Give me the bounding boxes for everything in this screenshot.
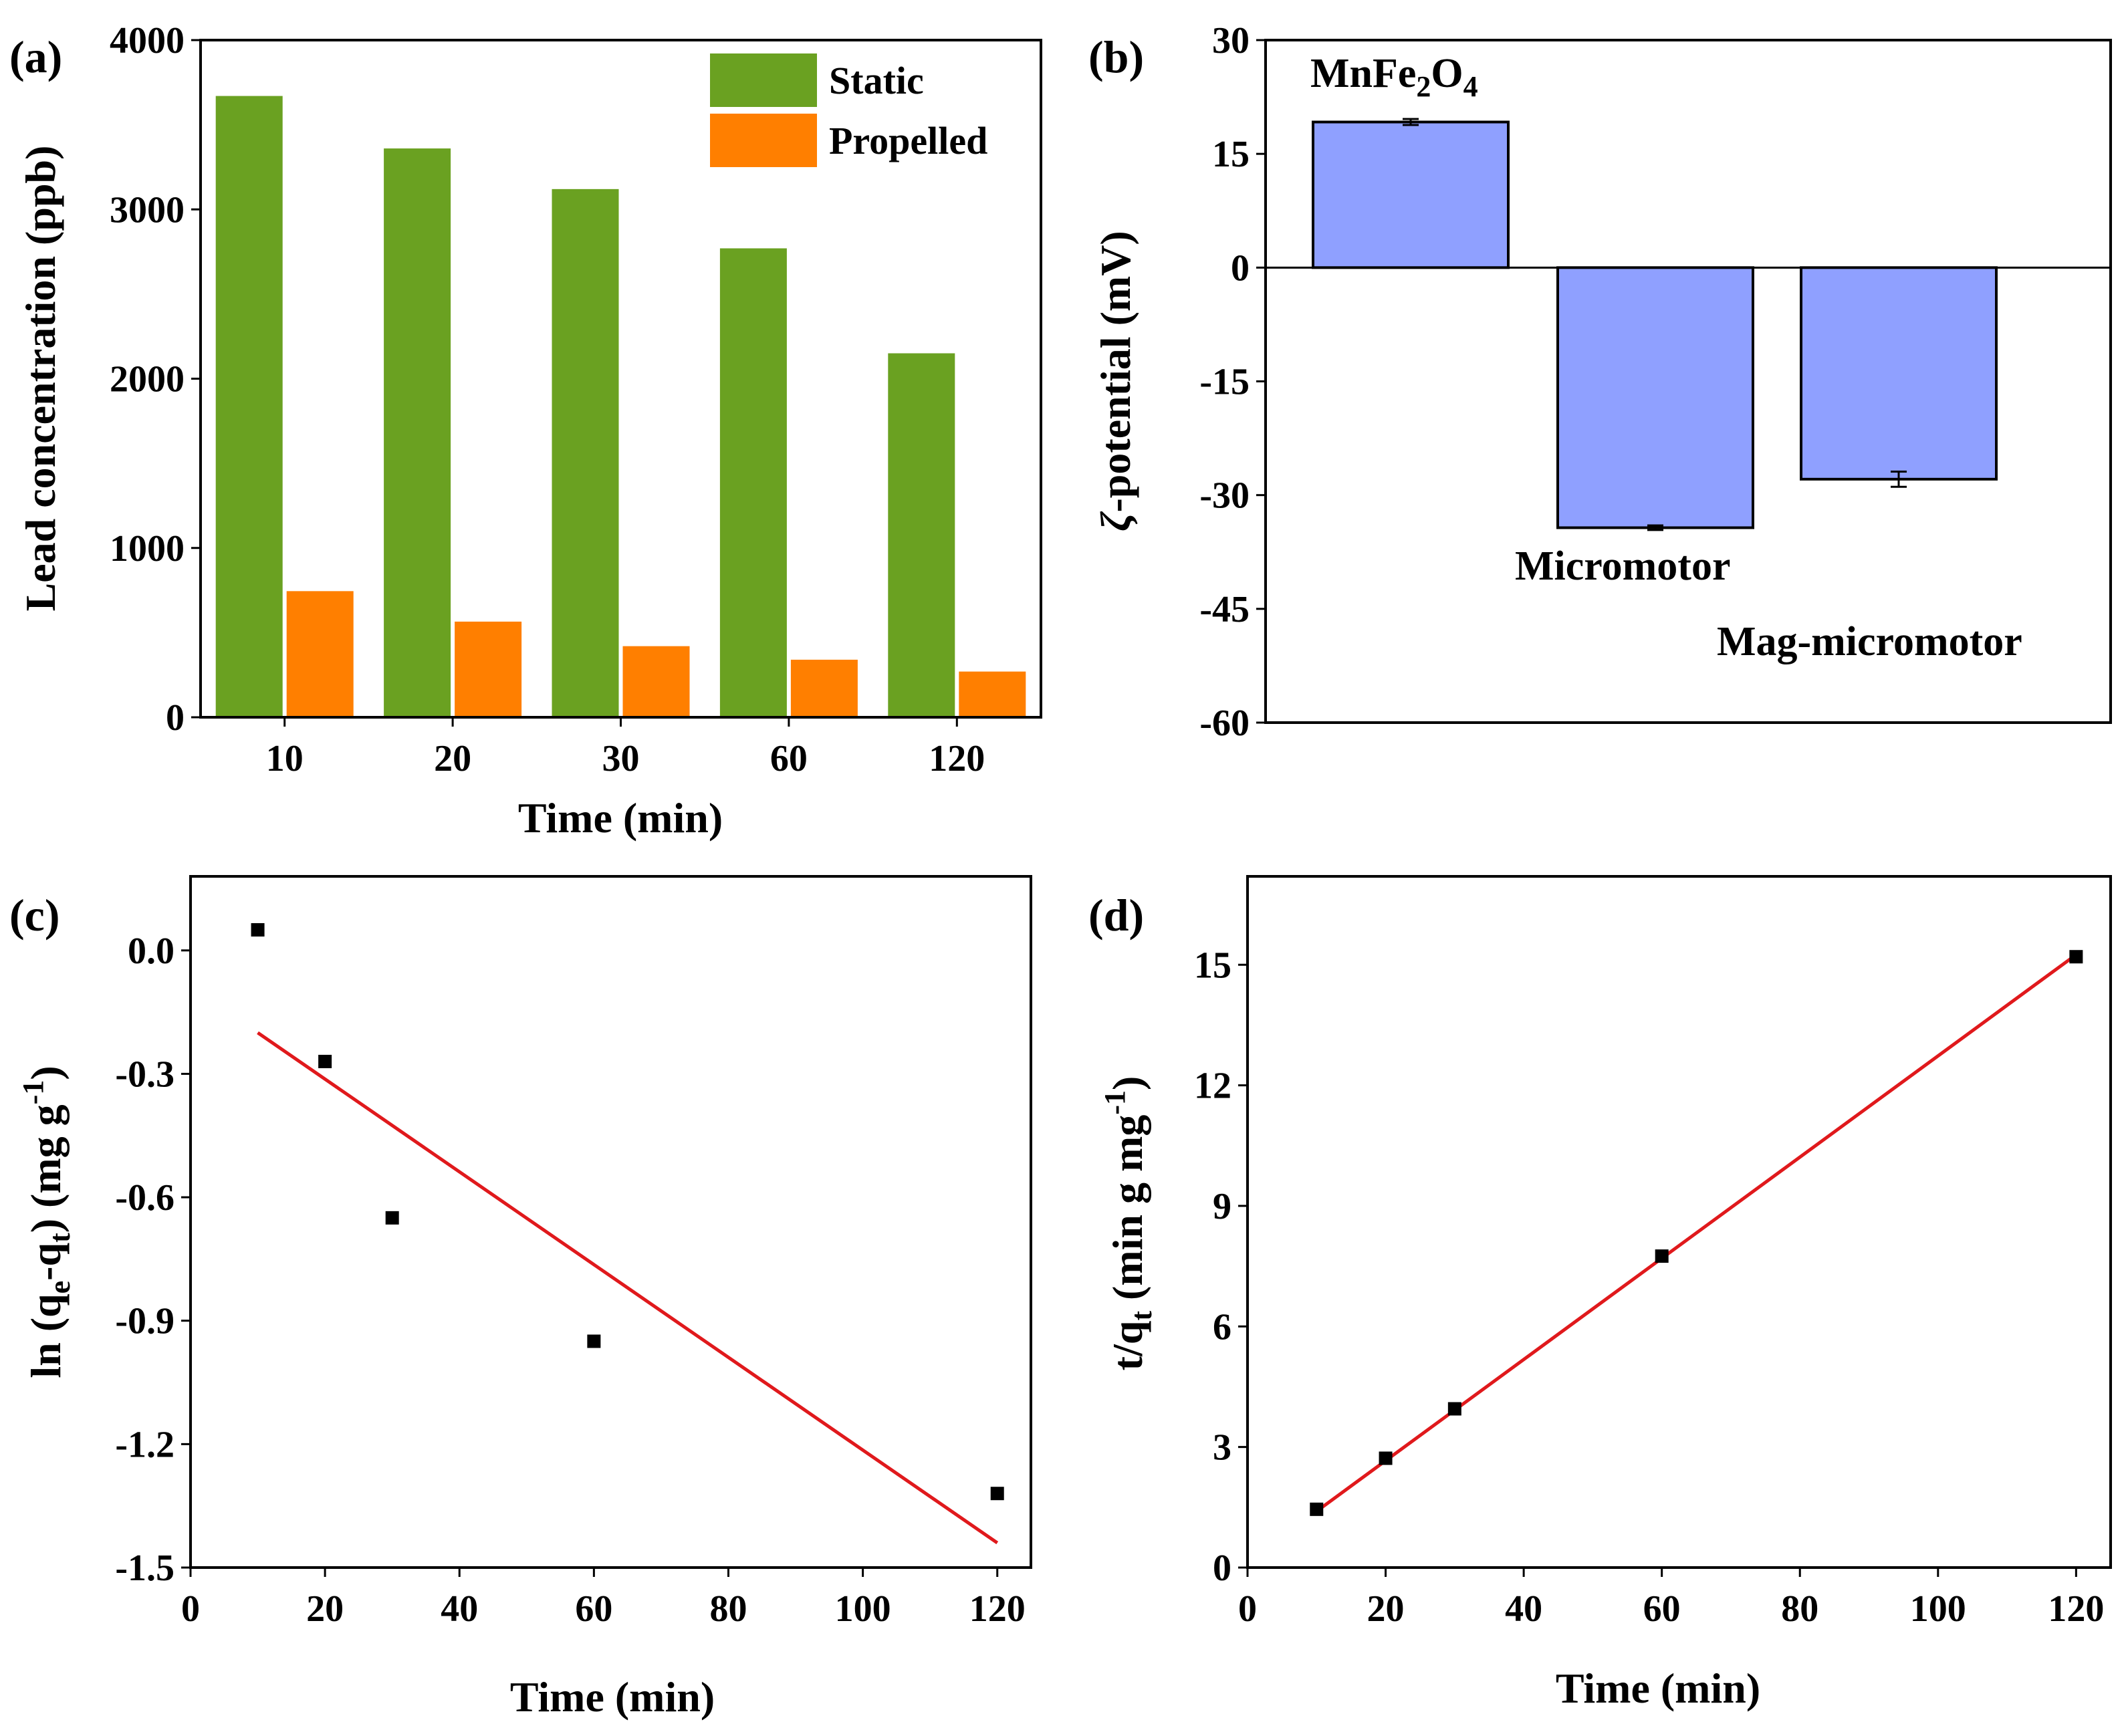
legend-label-static: Static bbox=[829, 59, 924, 102]
panel-c: (c) 0.0 -0.3 -0.6 -0.9 -1.2 -1.5 0 20 40 60 80 100… bbox=[9, 875, 1032, 1721]
x-tick-label-120: 120 bbox=[2048, 1588, 2104, 1630]
bar-label-micromotor: Micromotor bbox=[1515, 543, 1730, 589]
x-tick-label-60: 60 bbox=[770, 738, 808, 779]
bar-static-30 bbox=[552, 189, 619, 717]
bar-static-60 bbox=[719, 248, 787, 717]
panel-a: (a) 0 1000 2000 3000 4000 10 20 30 60 120 Time (… bbox=[9, 20, 1042, 842]
x-tick-label-40: 40 bbox=[441, 1588, 478, 1630]
data-point-30 bbox=[385, 1211, 399, 1225]
x-tick-label-10: 10 bbox=[266, 738, 304, 779]
y-tick-label--0.3: -0.3 bbox=[115, 1053, 174, 1095]
x-tick-label-120: 120 bbox=[969, 1588, 1026, 1630]
data-point-60 bbox=[587, 1334, 601, 1348]
bar-mnfe2o4 bbox=[1312, 120, 1510, 269]
panel-d-y-axis-title: t/qt (min g mg-1) bbox=[1098, 1076, 1158, 1371]
x-tick-label-60: 60 bbox=[575, 1588, 612, 1630]
panel-b-label: (b) bbox=[1088, 31, 1144, 82]
bar-static-20 bbox=[384, 148, 451, 717]
y-tick-label--0.6: -0.6 bbox=[115, 1177, 174, 1219]
legend-swatch-propelled bbox=[710, 114, 817, 167]
x-tick-label-30: 30 bbox=[602, 738, 640, 779]
y-tick-label--0.9: -0.9 bbox=[115, 1301, 174, 1342]
data-point-20 bbox=[318, 1054, 332, 1068]
y-tick-label-3: 3 bbox=[1213, 1427, 1231, 1469]
bar-propelled-20 bbox=[455, 621, 522, 717]
y-tick-label-3000: 3000 bbox=[110, 189, 185, 231]
x-tick-label-20: 20 bbox=[306, 1588, 344, 1630]
y-tick-label--60: -60 bbox=[1199, 703, 1250, 744]
y-tick-label--1.5: -1.5 bbox=[115, 1547, 174, 1589]
panel-c-y-axis-title: ln (qe-qt) (mg g-1) bbox=[17, 1066, 76, 1378]
y-tick-label-0: 0 bbox=[166, 697, 185, 739]
panel-b-y-axis-title: ζ-potential (mV) bbox=[1092, 231, 1139, 531]
x-tick-label-100: 100 bbox=[1910, 1588, 1966, 1630]
panel-d-label: (d) bbox=[1088, 890, 1144, 941]
data-point-60 bbox=[1655, 1249, 1669, 1263]
data-point-120 bbox=[990, 1487, 1004, 1501]
x-tick-label-0: 0 bbox=[181, 1588, 200, 1630]
bar-propelled-120 bbox=[959, 671, 1026, 717]
data-point-10 bbox=[251, 923, 265, 937]
panel-b: (b) 30 15 0 -15 -30 -45 -60 MnFe2O4 Micromotor M… bbox=[1088, 20, 2112, 744]
bar-mag-micromotor bbox=[1800, 266, 1998, 481]
panel-b-y-axis-rest: -potential (mV) bbox=[1092, 231, 1139, 512]
y-tick-label-0: 0 bbox=[1213, 1547, 1231, 1589]
x-tick-label-20: 20 bbox=[434, 738, 471, 779]
y-tick-label-15: 15 bbox=[1194, 945, 1231, 986]
y-tick-label-12: 12 bbox=[1194, 1066, 1231, 1107]
bar-propelled-60 bbox=[790, 659, 858, 717]
x-tick-label-60: 60 bbox=[1643, 1588, 1681, 1630]
y-tick-label-4000: 4000 bbox=[110, 20, 185, 61]
fit-line bbox=[257, 1031, 999, 1545]
panel-c-label: (c) bbox=[9, 890, 60, 941]
y-tick-label--1.2: -1.2 bbox=[115, 1424, 174, 1465]
x-tick-label-0: 0 bbox=[1238, 1588, 1257, 1630]
x-tick-label-120: 120 bbox=[929, 738, 985, 779]
panel-c-x-axis-title: Time (min) bbox=[510, 1673, 715, 1721]
bar-label-mnfe2o4: MnFe2O4 bbox=[1310, 51, 1478, 103]
bar-propelled-10 bbox=[286, 591, 354, 717]
panel-d-x-axis-title: Time (min) bbox=[1556, 1664, 1760, 1712]
panel-a-x-axis-title: Time (min) bbox=[518, 794, 723, 842]
y-tick-label-9: 9 bbox=[1213, 1186, 1231, 1227]
x-tick-label-80: 80 bbox=[709, 1588, 747, 1630]
data-point-120 bbox=[2069, 950, 2083, 964]
x-tick-label-80: 80 bbox=[1781, 1588, 1818, 1630]
panel-a-y-axis-title: Lead concentration (ppb) bbox=[17, 146, 64, 612]
panel-d-frame bbox=[1246, 875, 2112, 1569]
panel-a-legend: Static Propelled bbox=[710, 53, 987, 167]
x-tick-label-40: 40 bbox=[1505, 1588, 1542, 1630]
y-tick-label-30: 30 bbox=[1212, 20, 1250, 61]
bar-static-10 bbox=[215, 96, 283, 717]
y-tick-label--30: -30 bbox=[1199, 475, 1250, 517]
panel-b-y-axis-zeta: ζ bbox=[1092, 511, 1139, 531]
y-tick-label-0: 0 bbox=[1231, 247, 1250, 289]
data-point-10 bbox=[1310, 1502, 1324, 1516]
y-tick-label--45: -45 bbox=[1199, 589, 1250, 630]
fit-line bbox=[1315, 953, 2077, 1513]
y-tick-label-0.0: 0.0 bbox=[128, 931, 174, 972]
legend-label-propelled: Propelled bbox=[829, 119, 987, 162]
panel-c-frame bbox=[189, 875, 1032, 1569]
bar-static-120 bbox=[888, 353, 955, 717]
bar-label-mag-micromotor: Mag-micromotor bbox=[1717, 619, 2022, 664]
data-point-30 bbox=[1447, 1402, 1461, 1416]
y-tick-label-6: 6 bbox=[1213, 1306, 1231, 1348]
bar-propelled-30 bbox=[622, 646, 690, 717]
legend-swatch-static bbox=[710, 53, 817, 107]
y-tick-label-1000: 1000 bbox=[110, 528, 185, 570]
y-tick-label-15: 15 bbox=[1212, 134, 1250, 175]
y-tick-label--15: -15 bbox=[1199, 362, 1250, 403]
bar-micromotor bbox=[1556, 266, 1754, 529]
y-tick-label-2000: 2000 bbox=[110, 359, 185, 400]
x-tick-label-100: 100 bbox=[835, 1588, 891, 1630]
panel-a-label: (a) bbox=[9, 31, 62, 82]
x-tick-label-20: 20 bbox=[1367, 1588, 1405, 1630]
data-point-20 bbox=[1379, 1451, 1393, 1465]
